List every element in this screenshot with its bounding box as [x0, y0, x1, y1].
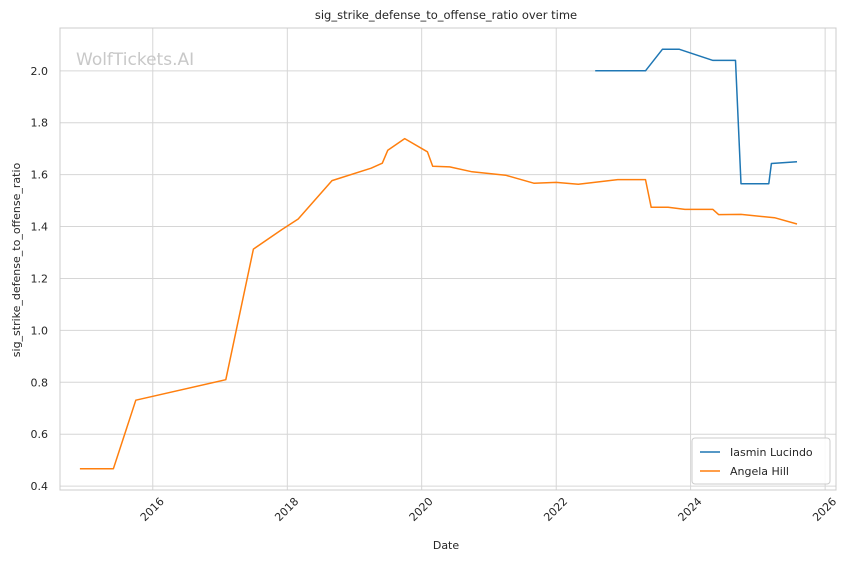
y-tick-label: 1.2: [31, 272, 49, 285]
y-tick-label: 1.8: [31, 117, 49, 130]
y-tick-label: 0.4: [31, 480, 49, 493]
legend: Iasmin Lucindo Angela Hill: [691, 437, 831, 485]
y-axis-ticks: 0.4 0.6 0.8 1.0 1.2 1.4 1.6 1.8 2.0: [31, 65, 49, 493]
legend-label: Angela Hill: [730, 465, 789, 478]
series-layer: [79, 48, 798, 470]
series-line-iasmin-lucindo: [595, 48, 798, 185]
x-tick-label: 2026: [810, 495, 839, 524]
y-axis-title: sig_strike_defense_to_offense_ratio: [10, 163, 23, 358]
grid: [60, 28, 836, 490]
y-tick-label: 2.0: [31, 65, 49, 78]
series-line-angela-hill: [79, 137, 798, 470]
plot-frame: [59, 27, 837, 491]
x-tick-label: 2016: [138, 495, 167, 524]
y-tick-label: 0.8: [31, 376, 49, 389]
watermark: WolfTickets.AI: [76, 50, 194, 70]
plot-border: [59, 27, 837, 491]
x-tick-label: 2022: [541, 495, 570, 524]
legend-box: [691, 437, 831, 485]
x-axis-title: Date: [433, 539, 460, 552]
y-tick-label: 1.4: [31, 221, 49, 234]
y-tick-label: 1.0: [31, 324, 49, 337]
y-tick-label: 1.6: [31, 169, 49, 182]
x-tick-label: 2018: [272, 495, 301, 524]
x-tick-label: 2024: [676, 495, 705, 524]
y-tick-label: 0.6: [31, 428, 49, 441]
legend-label: Iasmin Lucindo: [730, 446, 813, 459]
x-axis-ticks: 2016 2018 2020 2022 2024 2026: [138, 495, 839, 524]
chart-title: sig_strike_defense_to_offense_ratio over…: [315, 8, 577, 22]
x-tick-label: 2020: [407, 495, 436, 524]
